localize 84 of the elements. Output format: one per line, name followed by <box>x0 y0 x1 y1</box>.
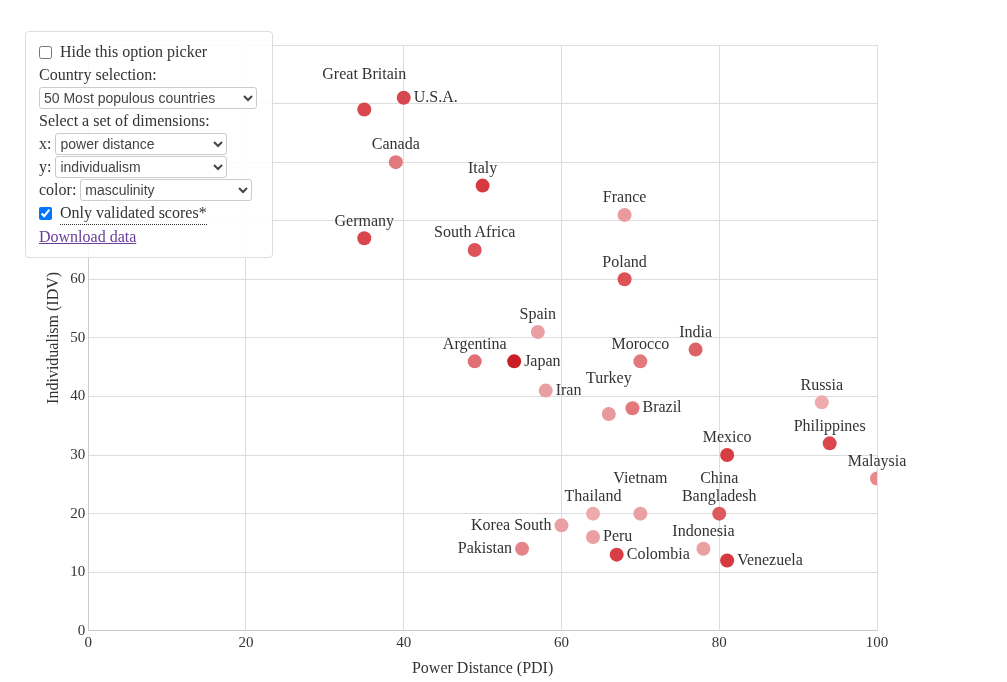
point <box>475 178 490 193</box>
annotation: Download data <box>39 227 137 247</box>
annotation: Japan <box>524 351 561 370</box>
point <box>633 506 648 521</box>
annotation: Country selection: <box>39 65 157 86</box>
annotation: China <box>700 468 739 486</box>
annotation: Mexico <box>702 428 752 446</box>
dropdown: power distance <box>55 133 228 155</box>
annotation: Korea South <box>471 515 552 533</box>
point <box>696 541 711 556</box>
point <box>357 231 372 246</box>
dropdown: 50 Most populous countries <box>39 87 257 109</box>
point <box>396 90 411 105</box>
point <box>617 207 632 222</box>
x-tick-label: 40 <box>396 633 412 650</box>
annotation: Spain <box>519 305 557 324</box>
annotation: U.S.A. <box>413 87 458 105</box>
annotation: Pakistan <box>457 538 513 556</box>
point <box>586 506 601 521</box>
annotation: India <box>679 322 713 340</box>
annotation: Italy <box>467 158 498 177</box>
x-tick-label: 80 <box>711 633 727 650</box>
point <box>625 401 640 416</box>
annotation: Morocco <box>611 334 670 352</box>
point <box>538 383 553 398</box>
annotation: Brazil <box>642 398 683 416</box>
point <box>720 553 735 568</box>
annotation: Russia <box>800 375 844 393</box>
point <box>507 354 522 369</box>
text: y: <box>39 158 52 175</box>
y-tick-label: 0 <box>77 621 86 638</box>
x-axis-title: Power Distance (PDI) <box>411 658 554 677</box>
y-tick-label: 30 <box>70 446 86 462</box>
annotation: Germany <box>334 211 395 230</box>
dropdown: individualism <box>55 156 228 178</box>
annotation: Peru <box>603 527 633 545</box>
y-tick-label: 60 <box>70 270 86 287</box>
point <box>388 155 403 170</box>
point <box>601 407 616 422</box>
point <box>515 541 530 556</box>
point <box>814 395 829 410</box>
text: color: <box>39 181 77 198</box>
point <box>467 354 482 369</box>
point <box>822 436 837 451</box>
annotation: Hide this option picker <box>60 42 208 63</box>
point <box>633 354 648 369</box>
annotation: Venezuela <box>737 550 803 568</box>
annotation: Philippines <box>793 416 866 435</box>
point <box>609 547 624 562</box>
point <box>357 102 372 117</box>
point <box>530 325 545 340</box>
y-tick-label: 20 <box>70 504 86 521</box>
annotation: Argentina <box>442 334 507 353</box>
point <box>720 448 735 463</box>
annotation: Canada <box>371 135 420 153</box>
annotation: Poland <box>602 252 647 270</box>
annotation: Vietnam <box>613 468 668 486</box>
annotation: Indonesia <box>672 521 735 539</box>
y-axis-title: Individualism (IDV) <box>43 271 62 404</box>
annotation: Thailand <box>564 486 622 504</box>
y-tick-label: 40 <box>70 387 86 404</box>
point <box>712 506 727 521</box>
annotation: Great Britain <box>322 64 407 82</box>
annotation: Only validated scores* <box>60 202 207 225</box>
annotation: Iran <box>555 380 582 398</box>
point <box>586 530 601 545</box>
y-tick-label: 10 <box>70 563 86 580</box>
y-tick-label: 50 <box>70 328 86 345</box>
annotation: Colombia <box>626 544 690 562</box>
point <box>617 272 632 287</box>
annotation: Malaysia <box>847 451 907 470</box>
annotation: South Africa <box>434 223 516 241</box>
annotation: Turkey <box>585 369 632 388</box>
x-tick-label: 100 <box>865 633 889 650</box>
text: x: <box>39 135 52 152</box>
x-tick-label: 20 <box>238 633 254 650</box>
point <box>554 518 569 533</box>
annotation: France <box>602 188 647 206</box>
annotation: Select a set of dimensions: <box>39 111 210 131</box>
dropdown: masculinity <box>80 179 253 201</box>
x-tick-label: 60 <box>553 633 569 650</box>
point <box>467 243 482 258</box>
annotation: Bangladesh <box>681 486 757 505</box>
point <box>688 342 703 357</box>
